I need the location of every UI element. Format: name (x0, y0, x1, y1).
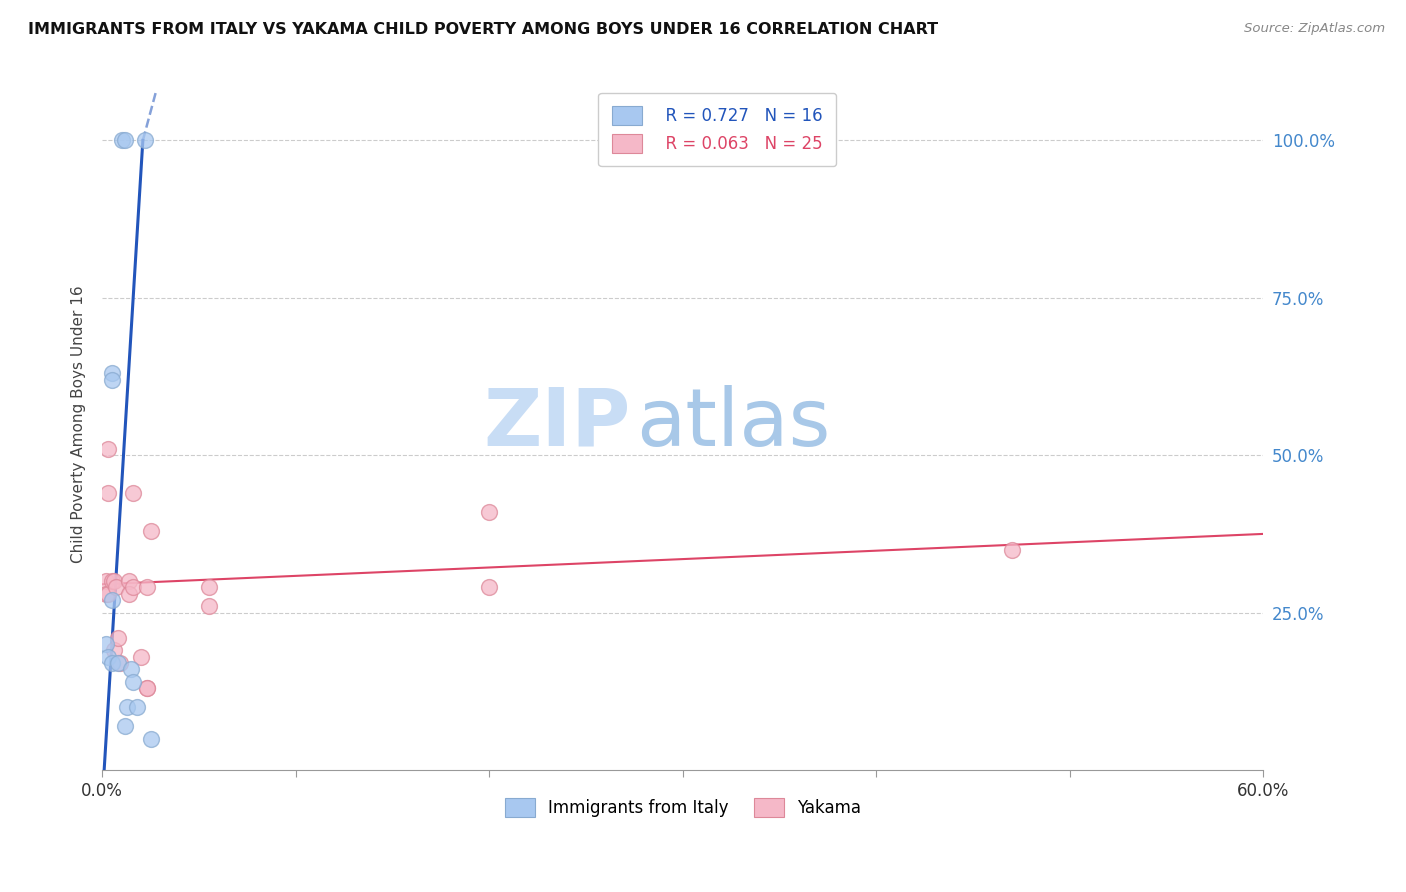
Point (122, 674, 145, 689)
Text: ZIP: ZIP (484, 384, 630, 463)
Point (135, 681, 157, 695)
Point (118, 574, 141, 588)
Point (103, 574, 125, 588)
Point (478, 581, 501, 595)
Point (97, 587, 120, 601)
Point (97, 486, 120, 500)
Point (134, 133, 156, 147)
Point (107, 656, 129, 670)
Point (122, 486, 145, 500)
Point (120, 662, 142, 676)
Text: IMMIGRANTS FROM ITALY VS YAKAMA CHILD POVERTY AMONG BOYS UNDER 16 CORRELATION CH: IMMIGRANTS FROM ITALY VS YAKAMA CHILD PO… (28, 22, 938, 37)
Point (97, 442, 120, 456)
Point (139, 524, 162, 538)
Point (122, 581, 145, 595)
Point (114, 133, 136, 147)
Point (114, 719, 136, 733)
Point (94, 574, 117, 588)
Point (125, 700, 148, 714)
Point (117, 700, 139, 714)
Point (101, 574, 124, 588)
Point (129, 649, 152, 664)
Point (1001, 542, 1024, 557)
Text: Source: ZipAtlas.com: Source: ZipAtlas.com (1244, 22, 1385, 36)
Point (104, 581, 127, 595)
Y-axis label: Child Poverty Among Boys Under 16: Child Poverty Among Boys Under 16 (72, 285, 86, 563)
Point (101, 656, 124, 670)
Text: atlas: atlas (637, 384, 831, 463)
Point (94, 587, 117, 601)
Legend: Immigrants from Italy, Yakama: Immigrants from Italy, Yakama (498, 791, 868, 824)
Point (108, 656, 131, 670)
Point (101, 367, 124, 381)
Point (101, 593, 124, 607)
Point (135, 681, 157, 695)
Point (97, 649, 120, 664)
Point (110, 133, 132, 147)
Point (103, 643, 125, 657)
Point (107, 631, 129, 645)
Point (135, 581, 157, 595)
Point (197, 581, 219, 595)
Point (101, 373, 124, 387)
Point (478, 505, 501, 519)
Point (139, 731, 162, 746)
Point (94, 637, 117, 651)
Point (118, 587, 141, 601)
Point (197, 599, 219, 614)
